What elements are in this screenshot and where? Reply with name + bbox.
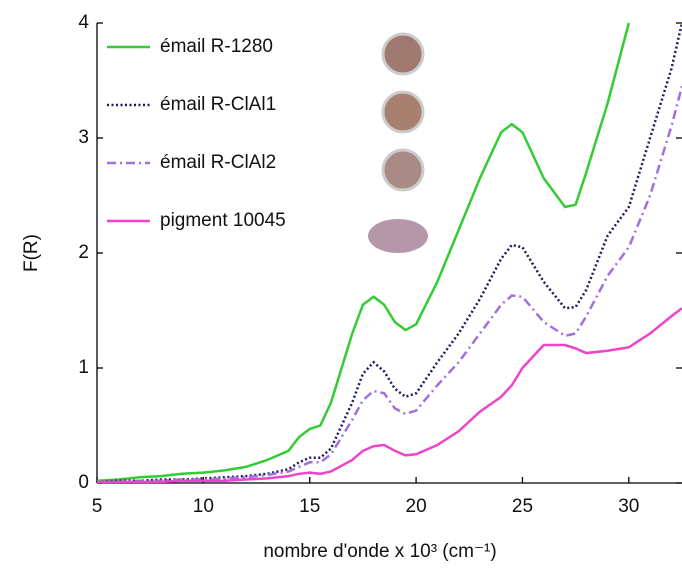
y-tick-label: 2 <box>78 242 89 263</box>
y-tick-label: 0 <box>78 472 89 493</box>
legend-label: émail R-ClAl2 <box>160 152 276 173</box>
x-tick-label: 10 <box>193 496 214 517</box>
x-tick-label: 30 <box>618 496 639 517</box>
series-line <box>97 307 682 484</box>
x-axis-label: nombre d'onde x 10³ (cm⁻¹) <box>263 541 496 562</box>
legend-label: émail R-1280 <box>160 36 273 57</box>
x-tick-label: 15 <box>299 496 320 517</box>
x-tick-label: 25 <box>512 496 533 517</box>
sample-swatch <box>381 32 425 76</box>
y-axis-label: F(R) <box>21 234 42 272</box>
y-tick-label: 1 <box>78 357 89 378</box>
pigment-swatch <box>368 219 428 253</box>
legend-label: pigment 10045 <box>160 210 286 231</box>
y-tick-label: 4 <box>78 12 89 33</box>
legend-label: émail R-ClAl1 <box>160 94 276 115</box>
x-tick-label: 20 <box>406 496 427 517</box>
sample-swatch <box>381 90 425 134</box>
x-tick-label: 5 <box>92 496 103 517</box>
sample-swatch <box>381 148 425 192</box>
y-tick-label: 3 <box>78 127 89 148</box>
series-line <box>97 85 682 484</box>
series-line <box>97 22 631 482</box>
series-line <box>97 22 682 484</box>
